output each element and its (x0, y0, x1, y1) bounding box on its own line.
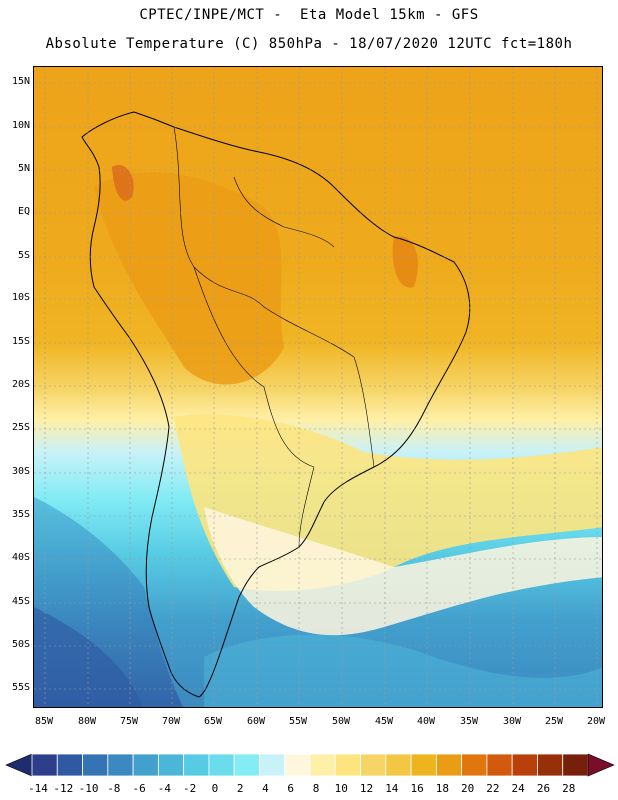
colorbar-label: 22 (486, 782, 500, 795)
colorbar-swatch (259, 753, 286, 777)
latitude-label: 30S (11, 466, 30, 477)
warm-zone (94, 172, 284, 385)
colorbar-label: -2 (183, 782, 197, 795)
colorbar-swatch (461, 753, 488, 777)
colorbar-label: 14 (385, 782, 399, 795)
latitude-label: 15N (11, 76, 30, 87)
colorbar-label: 12 (359, 782, 374, 795)
colorbar-label: 26 (536, 782, 551, 795)
longitude-label: 65W (203, 716, 223, 727)
latitude-label: 10N (11, 120, 30, 131)
longitude-label: 25W (544, 716, 564, 727)
colorbar-label: 16 (410, 782, 424, 795)
colorbar-swatch (537, 753, 564, 777)
graticule-grid (34, 67, 602, 707)
colorbar-under-arrow (5, 753, 33, 777)
latitude-label: 15S (11, 336, 30, 347)
latitude-label: 10S (11, 292, 30, 303)
longitude-label: 70W (161, 716, 181, 727)
latitude-label: 20S (11, 379, 30, 390)
colorbar-label: 28 (562, 782, 576, 795)
colorbar-label: -6 (132, 782, 146, 795)
longitude-label: 35W (459, 716, 479, 727)
colorbar-label: 18 (435, 782, 449, 795)
map-subtitle: Absolute Temperature (C) 850hPa - 18/07/… (45, 36, 573, 52)
colorbar-swatch (385, 753, 412, 777)
colorbar-swatch (410, 753, 437, 777)
south-cold-zone (204, 634, 602, 707)
colorbar-label: 6 (287, 782, 295, 795)
colorbar-swatch (486, 753, 513, 777)
latitude-label: 25S (11, 422, 30, 433)
colorbar-swatch (31, 753, 58, 777)
colorbar-label: 4 (262, 782, 269, 795)
colorbar-label: -12 (53, 782, 74, 795)
colorbar-label: 0 (211, 782, 219, 795)
colorbar-over-arrow (587, 753, 615, 777)
latitude-label: EQ (17, 206, 30, 217)
colorbar-swatch (157, 753, 185, 777)
colorbar-swatch (360, 753, 387, 777)
latitude-label: 55S (11, 682, 30, 693)
colorbar-label: 24 (511, 782, 525, 795)
colorbar-swatch (82, 753, 109, 777)
pale-zone (204, 507, 602, 636)
latitude-label: 50S (11, 639, 30, 650)
colorbar-swatch (284, 753, 311, 777)
latitude-label: 35S (11, 509, 30, 520)
colorbar-label: 8 (312, 782, 320, 795)
colorbar-swatch (334, 753, 361, 777)
south-america-coastline (81, 111, 471, 698)
colorbar-swatch (208, 753, 235, 777)
latitude-label: 5N (17, 163, 30, 174)
colorbar-swatch (107, 753, 134, 777)
colorbar-label: -14 (28, 782, 48, 795)
hot-spot-andes (112, 165, 134, 201)
longitude-label: 45W (374, 716, 394, 727)
latitude-label: 40S (11, 552, 30, 563)
latitude-label: 45S (11, 596, 30, 607)
longitude-label: 20W (586, 716, 606, 727)
country-borders (173, 126, 375, 548)
latitude-label: 5S (17, 250, 30, 261)
colorbar-swatch (562, 753, 589, 777)
longitude-label: 40W (416, 716, 436, 727)
colorbar-swatch (435, 753, 463, 777)
longitude-label: 30W (502, 716, 522, 727)
map-title: CPTEC/INPE/MCT - Eta Model 15km - GFS (139, 7, 479, 23)
temperature-map (33, 66, 603, 708)
colorbar-swatch (132, 753, 159, 777)
colorbar-label: 2 (236, 782, 244, 795)
temperature-colorbar (5, 753, 615, 777)
longitude-label: 75W (119, 716, 139, 727)
colorbar-label: 10 (334, 782, 348, 795)
colorbar-label: -10 (78, 782, 99, 795)
longitude-label: 60W (246, 716, 266, 727)
longitude-label: 50W (331, 716, 351, 727)
colorbar-label: -4 (157, 782, 171, 795)
colorbar-swatch (233, 753, 260, 777)
colorbar-label: 20 (461, 782, 475, 795)
hot-spot-northeast (392, 236, 418, 288)
colorbar-label: -8 (107, 782, 121, 795)
longitude-label: 55W (288, 716, 308, 727)
longitude-label: 80W (77, 716, 97, 727)
colorbar-swatch (56, 753, 83, 777)
deep-cold-zone (34, 607, 144, 707)
colorbar-swatch (511, 753, 538, 777)
colorbar-swatch (183, 753, 210, 777)
colorbar-swatch (309, 753, 336, 777)
longitude-label: 85W (34, 716, 54, 727)
